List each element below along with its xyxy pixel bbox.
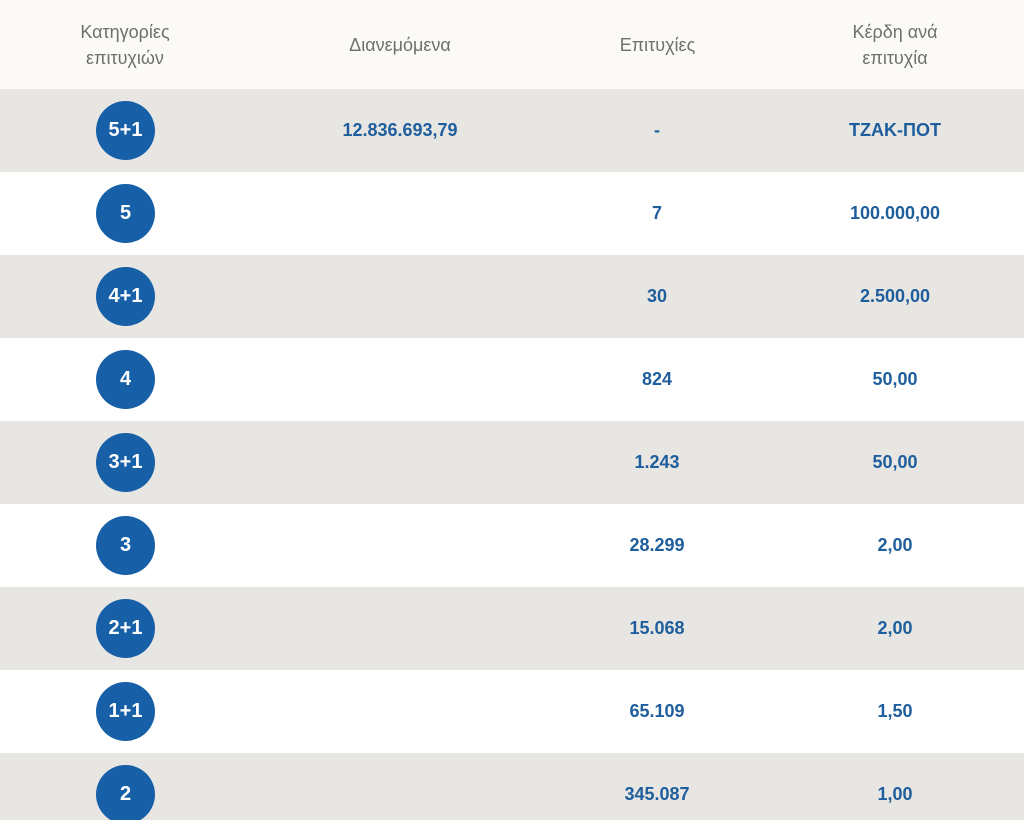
category-badge: 4 (96, 350, 155, 409)
distributed-amount (290, 255, 510, 338)
wins-count: 28.299 (629, 535, 685, 555)
table-header: Κατηγορίες επιτυχιών Διανεμόμενα Επιτυχί… (0, 0, 1024, 89)
prize-per-win: 1,50 (877, 701, 913, 721)
category-badge: 3 (96, 516, 155, 575)
header-prize-per-win: Κέρδη ανά επιτυχία (852, 21, 938, 68)
prize-per-win: 2,00 (877, 535, 913, 555)
prize-per-win: 1,00 (877, 784, 913, 804)
table-row: 4 824 50,00 (0, 338, 1024, 421)
table-row: 2+1 15.068 2,00 (0, 587, 1024, 670)
wins-count: 65.109 (629, 701, 685, 721)
wins-count: 15.068 (629, 618, 685, 638)
category-badge: 5 (96, 184, 155, 243)
distributed-amount (290, 753, 510, 820)
distributed-amount (290, 587, 510, 670)
wins-count: 824 (641, 369, 673, 389)
table-row: 5+1 12.836.693,79 - ΤΖΑΚ-ΠΟΤ (0, 89, 1024, 172)
table-row: 3+1 1.243 50,00 (0, 421, 1024, 504)
header-wins: Επιτυχίες (619, 34, 696, 55)
table-row: 3 28.299 2,00 (0, 504, 1024, 587)
table-row: 1+1 65.109 1,50 (0, 670, 1024, 753)
category-badge: 1+1 (96, 682, 155, 741)
prize-per-win: 50,00 (872, 452, 918, 472)
prize-per-win: 50,00 (872, 369, 918, 389)
table-row: 2 345.087 1,00 (0, 753, 1024, 820)
table-row: 4+1 30 2.500,00 (0, 255, 1024, 338)
distributed-amount: 12.836.693,79 (342, 120, 458, 140)
distributed-amount (290, 504, 510, 587)
wins-count: 1.243 (634, 452, 680, 472)
distributed-amount (290, 670, 510, 753)
distributed-amount (290, 338, 510, 421)
wins-count: - (654, 120, 660, 140)
table-row: 5 7 100.000,00 (0, 172, 1024, 255)
wins-count: 7 (651, 203, 662, 223)
header-categories: Κατηγορίες επιτυχιών (80, 21, 170, 68)
category-badge: 3+1 (96, 433, 155, 492)
category-badge: 2 (96, 765, 155, 820)
header-distributed: Διανεμόμενα (349, 34, 451, 55)
category-badge: 4+1 (96, 267, 155, 326)
prize-per-win: ΤΖΑΚ-ΠΟΤ (849, 120, 941, 140)
category-badge: 5+1 (96, 101, 155, 160)
prize-per-win: 2.500,00 (859, 286, 931, 306)
category-badge: 2+1 (96, 599, 155, 658)
distributed-amount (290, 421, 510, 504)
wins-count: 30 (646, 286, 668, 306)
prize-per-win: 2,00 (877, 618, 913, 638)
prize-per-win: 100.000,00 (849, 203, 941, 223)
wins-count: 345.087 (624, 784, 690, 804)
distributed-amount (290, 172, 510, 255)
